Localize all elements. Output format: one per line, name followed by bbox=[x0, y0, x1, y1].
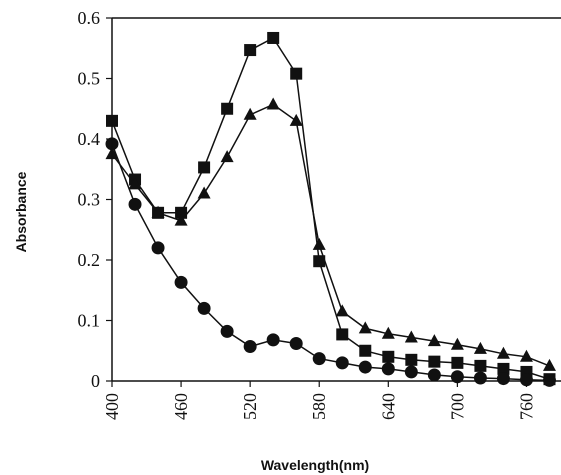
plot-area bbox=[105, 31, 556, 387]
series-triangle-line bbox=[111, 103, 550, 367]
triangle-marker bbox=[312, 237, 326, 250]
square-marker bbox=[244, 44, 257, 57]
y-tick-label: 0.3 bbox=[78, 190, 101, 210]
triangle-marker bbox=[542, 358, 556, 371]
x-axis-title: Wavelength(nm) bbox=[261, 457, 369, 473]
y-tick-label: 0 bbox=[91, 371, 100, 391]
series-square bbox=[106, 31, 556, 386]
circle-marker bbox=[197, 301, 211, 315]
circle-marker bbox=[312, 352, 326, 366]
triangle-marker bbox=[128, 177, 142, 190]
square-marker bbox=[428, 355, 441, 368]
x-tick-label: 760 bbox=[516, 393, 536, 420]
circle-marker bbox=[266, 333, 280, 347]
triangle-marker bbox=[220, 150, 234, 163]
triangle-marker bbox=[197, 186, 211, 199]
triangle-marker bbox=[381, 326, 395, 339]
triangle-marker bbox=[473, 341, 487, 354]
axes: 0 0.1 0.2 0.3 0.4 0.5 0.6 400 460 520 580 640 700 760 bbox=[78, 8, 561, 420]
circle-marker bbox=[151, 241, 165, 255]
triangle-marker bbox=[427, 334, 441, 347]
triangle-marker bbox=[243, 107, 257, 120]
x-tick-label: 640 bbox=[378, 393, 398, 420]
x-tick-label: 580 bbox=[309, 393, 329, 420]
circle-marker bbox=[473, 371, 487, 385]
triangle-marker bbox=[519, 349, 533, 362]
circle-marker bbox=[289, 336, 303, 350]
square-marker bbox=[405, 353, 418, 366]
circle-marker bbox=[174, 275, 188, 289]
series-triangle bbox=[105, 97, 556, 371]
triangle-marker bbox=[335, 304, 349, 317]
triangle-marker bbox=[151, 205, 165, 218]
square-marker bbox=[313, 255, 326, 268]
square-marker bbox=[221, 102, 234, 115]
circle-marker bbox=[450, 370, 464, 384]
square-marker bbox=[175, 206, 188, 219]
triangle-marker bbox=[358, 321, 372, 334]
y-tick-label: 0.1 bbox=[78, 311, 101, 331]
series-circle bbox=[105, 137, 556, 387]
circle-marker bbox=[220, 324, 234, 338]
triangle-marker bbox=[450, 337, 464, 350]
circle-marker bbox=[128, 197, 142, 211]
square-marker bbox=[497, 362, 510, 375]
series-circle-line bbox=[111, 143, 550, 382]
circle-marker bbox=[519, 373, 533, 387]
square-marker bbox=[290, 67, 303, 80]
y-tick-label: 0.5 bbox=[78, 69, 101, 89]
square-marker bbox=[474, 359, 487, 372]
circle-marker bbox=[496, 372, 510, 386]
triangle-marker bbox=[496, 346, 510, 359]
x-tick-label: 520 bbox=[240, 393, 260, 420]
square-marker bbox=[336, 328, 349, 341]
triangle-marker bbox=[404, 330, 418, 343]
triangle-marker bbox=[289, 113, 303, 126]
triangle-marker bbox=[266, 97, 280, 110]
triangle-marker bbox=[174, 213, 188, 226]
y-axis-title: Absorbance bbox=[13, 171, 29, 252]
x-tick-label: 400 bbox=[102, 393, 122, 420]
square-marker bbox=[359, 344, 372, 357]
circle-marker bbox=[381, 362, 395, 376]
y-tick-label: 0.6 bbox=[78, 8, 101, 28]
circle-marker bbox=[335, 356, 349, 370]
square-marker bbox=[198, 161, 211, 174]
x-tick-label: 460 bbox=[171, 393, 191, 420]
circle-marker bbox=[243, 340, 257, 354]
square-marker bbox=[267, 31, 280, 44]
y-tick-label: 0.2 bbox=[78, 250, 101, 270]
y-tick-label: 0.4 bbox=[78, 129, 101, 149]
circle-marker bbox=[358, 360, 372, 374]
square-marker bbox=[382, 350, 395, 363]
x-tick-label: 700 bbox=[447, 393, 467, 420]
circle-marker bbox=[427, 368, 441, 382]
square-marker bbox=[451, 356, 464, 369]
circle-marker bbox=[404, 365, 418, 379]
